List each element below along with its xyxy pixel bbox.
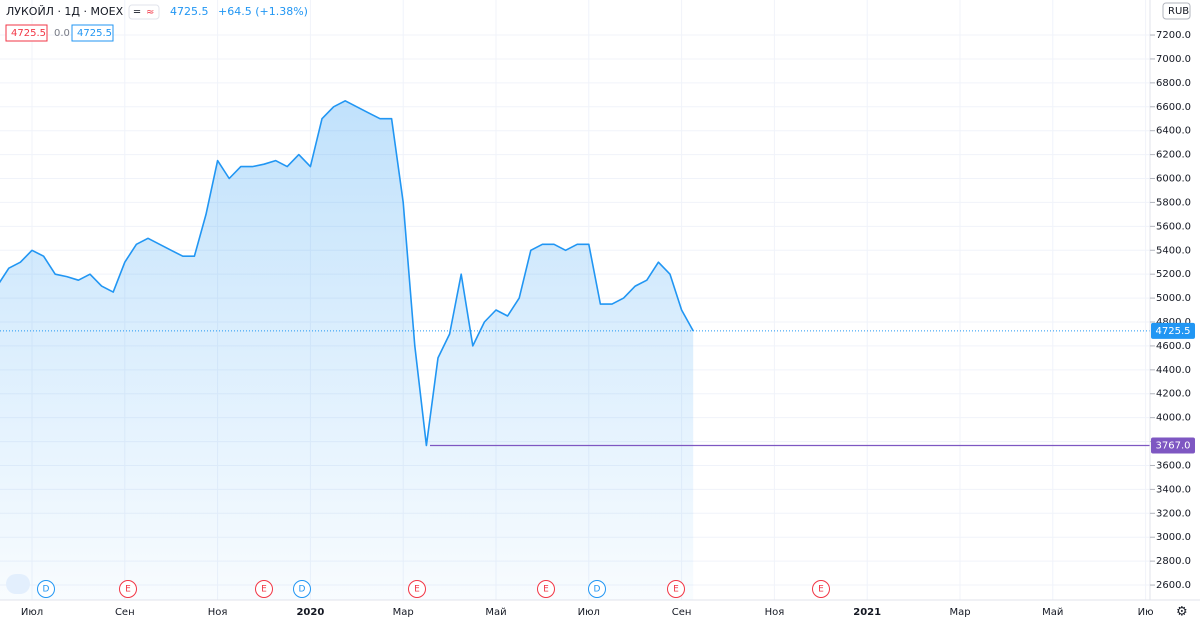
y-tick-label: 5800.0 (1156, 197, 1191, 208)
x-tick-label: Май (485, 607, 506, 618)
event-marker[interactable] (812, 580, 830, 598)
y-tick-label: 5200.0 (1156, 269, 1191, 280)
y-tick-label: 6800.0 (1156, 78, 1191, 89)
event-label: D (594, 585, 601, 595)
event-marker[interactable] (293, 580, 311, 598)
x-tick-label: 2021 (853, 607, 881, 618)
logo[interactable] (6, 574, 30, 594)
y-tick-label: 7000.0 (1156, 54, 1191, 65)
icon: ≈ (146, 7, 154, 18)
event-marker[interactable] (408, 580, 426, 598)
y-tick-label: 4400.0 (1156, 365, 1191, 376)
event-label: E (261, 585, 267, 595)
x-tick-label: Ноя (208, 607, 228, 618)
price-tag (1151, 322, 1195, 339)
y-tick-label: 3200.0 (1156, 508, 1191, 519)
x-tick-label: Мар (949, 607, 970, 618)
price-change: +64.5 (+1.38%) (218, 5, 308, 18)
plot-area (0, 100, 1150, 600)
x-tick-label: Май (1042, 607, 1063, 618)
x-tick-label: Сен (672, 607, 692, 618)
y-tick-label: 5600.0 (1156, 221, 1191, 232)
y-tick-label: 4000.0 (1156, 413, 1191, 424)
y-tick-label: 4800.0 (1156, 317, 1191, 328)
area (0, 100, 694, 600)
event-marker[interactable] (37, 580, 55, 598)
price: 4725.5 (170, 5, 209, 18)
x-tick-label: Сен (115, 607, 135, 618)
axes: 2600.02800.03000.03200.03400.03600.03800… (21, 30, 1195, 618)
y-tick-label: 7200.0 (1156, 30, 1191, 41)
box (5, 24, 48, 42)
y-tick-label: 2600.0 (1156, 580, 1191, 591)
compare-button[interactable] (128, 4, 160, 20)
ohlc-value: 4725.5 (11, 28, 46, 39)
event-label: E (818, 585, 824, 595)
y-tick-label: 3400.0 (1156, 484, 1191, 495)
y-tick-label: 2800.0 (1156, 556, 1191, 567)
event-marker[interactable] (667, 580, 685, 598)
settings-icon[interactable]: ⚙ (1176, 605, 1188, 620)
ohlc-value: 4725.5 (77, 28, 112, 39)
x-tick-label: 2020 (296, 607, 324, 618)
currency: RUB (1168, 6, 1189, 17)
event-marker[interactable] (537, 580, 555, 598)
y-tick-label: 6000.0 (1156, 174, 1191, 185)
event-marker[interactable] (255, 580, 273, 598)
price-tag (1151, 437, 1195, 454)
x-tick-label: Ноя (765, 607, 785, 618)
y-tick-label: 5000.0 (1156, 293, 1191, 304)
event-label: E (125, 585, 131, 595)
price-tag-label: 4725.5 (1156, 326, 1191, 337)
x-tick-label: Ию (1138, 607, 1154, 618)
y-tick-label: 6400.0 (1156, 126, 1191, 137)
y-tick-label: 3600.0 (1156, 460, 1191, 471)
event-label: D (43, 585, 50, 595)
line (0, 100, 694, 447)
box (71, 24, 114, 42)
y-tick-label: 6600.0 (1156, 102, 1191, 113)
x-tick-label: Июл (21, 607, 43, 618)
y-tick-label: 5400.0 (1156, 245, 1191, 256)
event-label: E (414, 585, 420, 595)
y-tick-label: 4600.0 (1156, 341, 1191, 352)
y-tick-label: 4200.0 (1156, 389, 1191, 400)
y-tick-label: 3000.0 (1156, 532, 1191, 543)
y-tick-label: 6200.0 (1156, 150, 1191, 161)
event-label: D (299, 585, 306, 595)
event-label: E (673, 585, 679, 595)
ohlc-value: 0.0 (54, 28, 70, 39)
x-tick-label: Мар (393, 607, 414, 618)
icon: ═ (133, 7, 141, 18)
currency-button[interactable] (1162, 2, 1191, 20)
event-label: E (543, 585, 549, 595)
x-tick-label: Июл (578, 607, 600, 618)
symbol-title: ЛУКОЙЛ · 1Д · MOEX (6, 5, 124, 18)
event-marker[interactable] (588, 580, 606, 598)
event-marker[interactable] (119, 580, 137, 598)
price-tag-label: 3767.0 (1156, 441, 1191, 452)
